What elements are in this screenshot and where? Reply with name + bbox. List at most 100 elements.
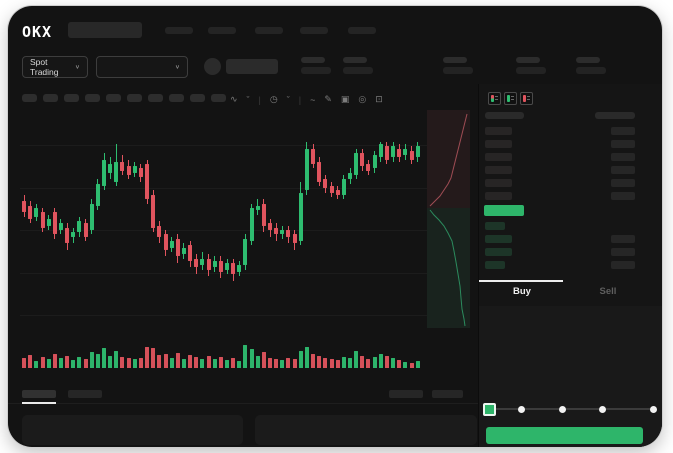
candle <box>360 153 365 167</box>
interval-button[interactable] <box>190 94 205 102</box>
candle <box>323 179 328 189</box>
bottom-tab-active[interactable] <box>22 390 56 398</box>
candle <box>120 161 125 171</box>
interval-button[interactable] <box>22 94 37 102</box>
nav-item[interactable] <box>208 27 236 34</box>
candle <box>354 153 359 175</box>
tab-buy[interactable]: Buy <box>513 286 531 297</box>
candle <box>95 183 100 206</box>
volume-bar <box>237 360 242 368</box>
slider-stop[interactable] <box>599 406 606 413</box>
settings-icon[interactable]: ◎ <box>358 94 367 104</box>
interval-button[interactable] <box>148 94 163 102</box>
price-column-header <box>485 112 524 119</box>
draw-icon[interactable]: ✎ <box>324 94 332 104</box>
volume-bar <box>95 353 100 368</box>
slider-stop[interactable] <box>650 406 657 413</box>
volume-bar <box>341 357 346 368</box>
volume-bar <box>304 346 309 368</box>
candle <box>280 230 285 235</box>
volume-bar <box>58 358 63 368</box>
amount-slider-track[interactable] <box>492 408 656 410</box>
gridline <box>20 145 470 146</box>
candle-style-icon[interactable]: ∿ <box>230 94 238 104</box>
slider-stop[interactable] <box>518 406 525 413</box>
slider-stop[interactable] <box>559 406 566 413</box>
interval-button[interactable] <box>43 94 58 102</box>
order-book-price[interactable] <box>485 166 512 174</box>
volume-bar <box>46 359 51 368</box>
candlestick-chart[interactable] <box>8 106 478 392</box>
gridline <box>20 315 470 316</box>
order-book-price[interactable] <box>485 153 512 161</box>
interval-button[interactable] <box>106 94 121 102</box>
camera-icon[interactable]: ▣ <box>340 94 350 104</box>
volume-bar <box>274 358 279 368</box>
candle <box>274 227 279 235</box>
bottom-action[interactable] <box>389 390 423 398</box>
indicator-icon[interactable]: ~ <box>310 94 316 105</box>
search-placeholder[interactable] <box>68 22 142 38</box>
order-book-amount <box>611 235 635 243</box>
book-asks-icon[interactable] <box>520 92 533 105</box>
nav-item[interactable] <box>165 27 193 34</box>
volume-bar <box>28 354 33 368</box>
order-book-amount <box>611 140 635 148</box>
tab-sell[interactable]: Sell <box>599 286 617 297</box>
time-icon[interactable]: ◷ <box>269 94 278 104</box>
volume-bar <box>323 357 328 368</box>
interval-button[interactable] <box>64 94 79 102</box>
volume-bar <box>108 355 113 368</box>
order-book-price[interactable] <box>485 179 512 187</box>
pair-selector[interactable]: ∨ <box>96 56 188 78</box>
stat-value-placeholder <box>343 67 373 74</box>
nav-item[interactable] <box>348 27 376 34</box>
interval-button[interactable] <box>127 94 142 102</box>
slider-handle[interactable] <box>483 403 496 416</box>
order-book-price[interactable] <box>485 261 505 269</box>
order-book-amount <box>611 127 635 135</box>
chevron-down-icon[interactable]: ˇ <box>286 94 290 105</box>
order-book-price[interactable] <box>485 127 512 135</box>
volume-bar <box>83 358 88 368</box>
candle <box>329 186 334 193</box>
volume-bar <box>218 357 223 368</box>
order-book-price[interactable] <box>485 248 512 256</box>
candles-layer <box>8 106 478 392</box>
chevron-down-icon[interactable]: ˇ <box>246 94 250 105</box>
gridline <box>20 230 470 231</box>
candle <box>268 223 272 230</box>
candle <box>391 146 395 158</box>
volume-bar <box>243 345 248 368</box>
interval-button[interactable] <box>211 94 226 102</box>
order-book-price[interactable] <box>485 192 512 200</box>
candle <box>397 148 402 158</box>
book-bids-icon[interactable] <box>504 92 517 105</box>
nav-item[interactable] <box>255 27 283 34</box>
volume-bar <box>188 354 193 368</box>
volume-bar <box>409 362 414 368</box>
candle <box>40 212 45 228</box>
fullscreen-icon[interactable]: ⊡ <box>375 94 383 104</box>
nav-item[interactable] <box>300 27 328 34</box>
stat-label-placeholder <box>516 57 540 63</box>
bottom-action[interactable] <box>432 390 463 398</box>
book-combined-icon[interactable] <box>488 92 501 105</box>
market-type-selector[interactable]: Spot Trading ∨ <box>22 56 88 78</box>
interval-button[interactable] <box>85 94 100 102</box>
order-book-price[interactable] <box>485 235 512 243</box>
bottom-tab[interactable] <box>68 390 102 398</box>
volume-bar <box>163 353 168 368</box>
candle <box>311 148 316 164</box>
order-book-price[interactable] <box>485 222 505 230</box>
interval-button[interactable] <box>169 94 184 102</box>
volume-bar <box>280 360 285 368</box>
order-book-amount <box>611 248 635 256</box>
order-book-amount <box>611 153 635 161</box>
buy-submit-button[interactable] <box>486 427 643 444</box>
order-book-price[interactable] <box>485 140 512 148</box>
amount-column-header <box>595 112 635 119</box>
volume-bar <box>255 355 260 368</box>
order-book-amount <box>611 261 635 269</box>
volume-bar <box>298 350 303 368</box>
